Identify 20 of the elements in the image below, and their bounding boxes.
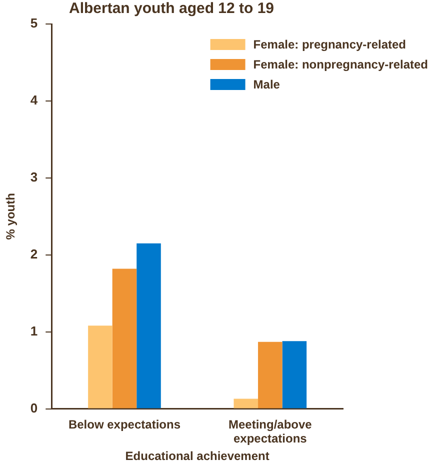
- legend-label: Male: [253, 77, 280, 92]
- legend-label: Female: nonpregnancy-related: [253, 57, 428, 72]
- y-tick-label: 2: [30, 246, 38, 262]
- y-axis-title: % youth: [4, 193, 18, 240]
- bar: [136, 243, 161, 408]
- bar: [282, 341, 307, 408]
- x-tick-label: Below expectations: [68, 417, 181, 432]
- x-axis-title: Educational achievement: [125, 449, 270, 464]
- legend-label: Female: pregnancy-related: [253, 37, 406, 52]
- bar: [112, 268, 137, 408]
- chart-title: Albertan youth aged 12 to 19: [68, 0, 274, 18]
- x-tick-label: Meeting/above expectations: [228, 417, 312, 446]
- y-tick-label: 5: [30, 16, 38, 31]
- y-tick-label: 1: [30, 323, 38, 338]
- y-tick-label: 4: [30, 92, 38, 108]
- bar: [88, 326, 112, 408]
- y-tick-label: 3: [30, 170, 38, 184]
- bar: [258, 342, 282, 408]
- y-tick-label: 0: [30, 400, 38, 416]
- bar: [234, 398, 258, 408]
